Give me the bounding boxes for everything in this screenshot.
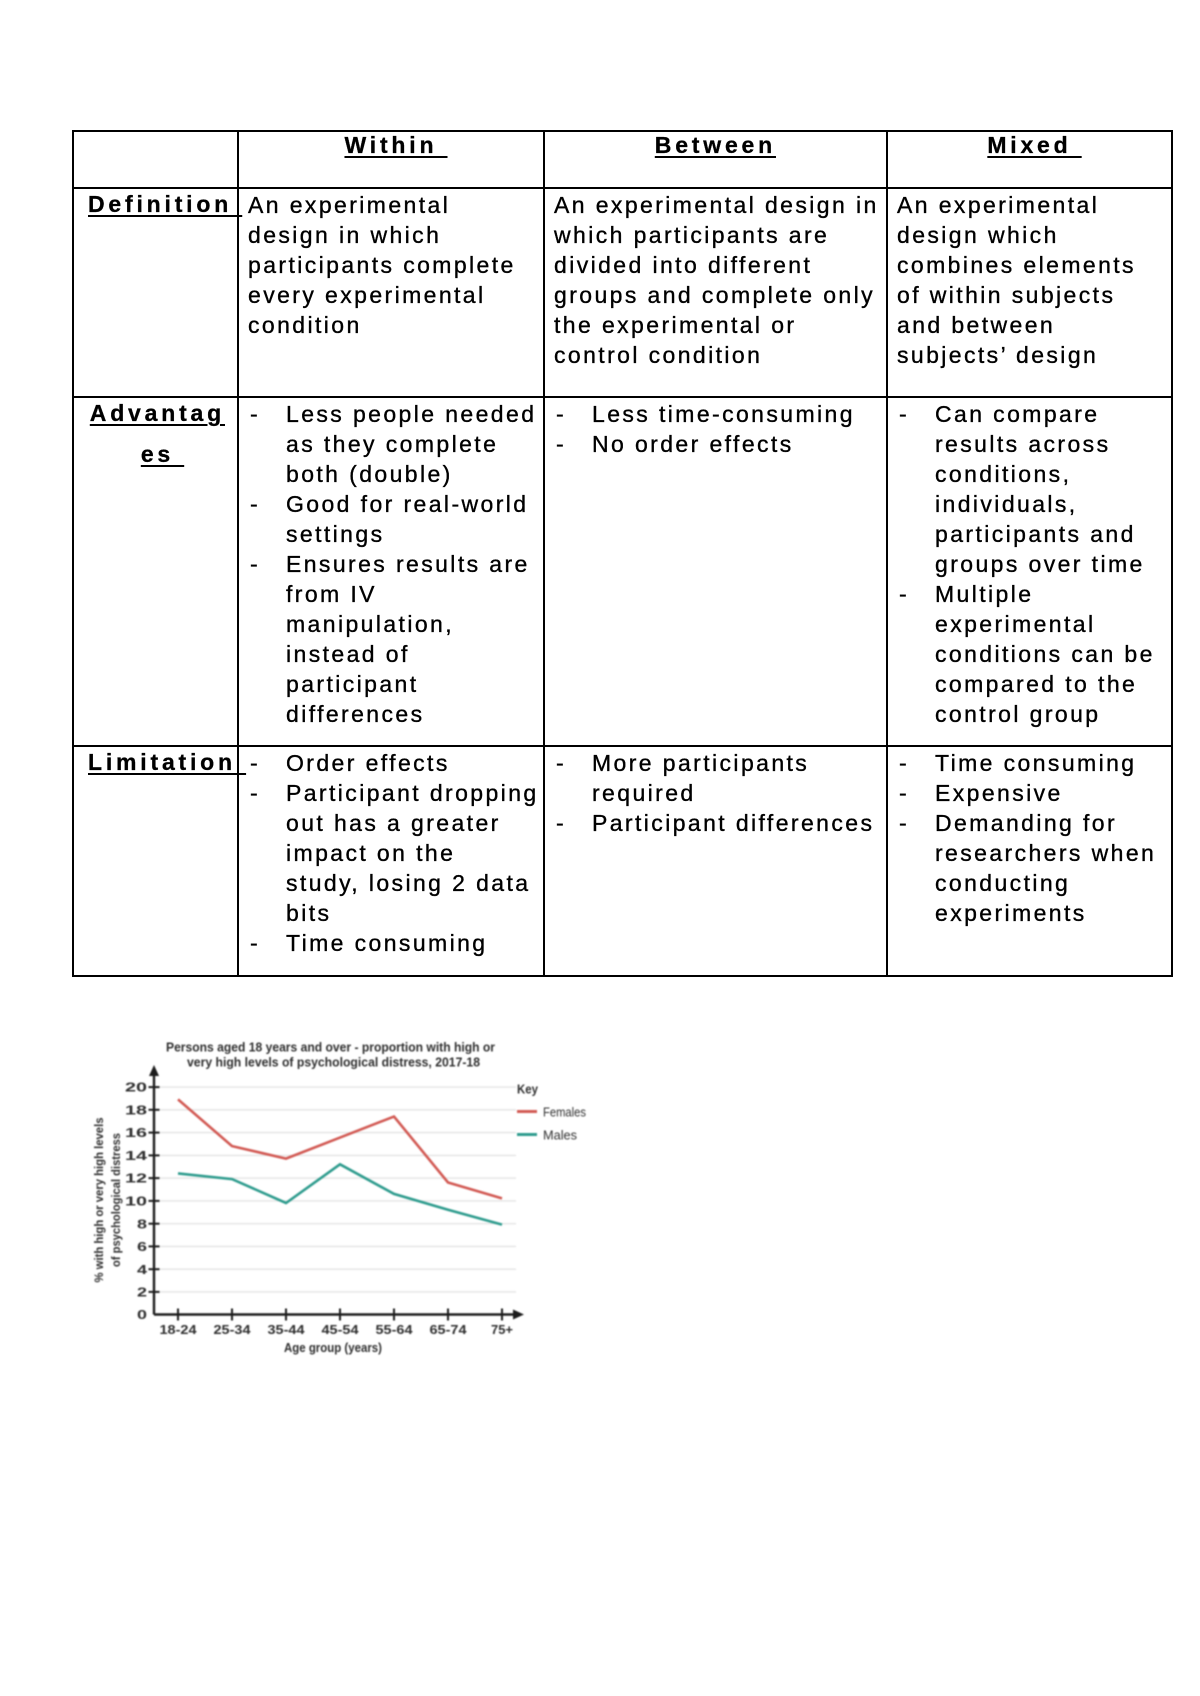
- svg-text:18-24: 18-24: [160, 1322, 198, 1337]
- svg-text:6: 6: [137, 1239, 147, 1254]
- svg-text:75+: 75+: [491, 1322, 513, 1337]
- svg-text:Males: Males: [543, 1128, 577, 1143]
- svg-text:18: 18: [125, 1102, 147, 1117]
- svg-text:25-34: 25-34: [214, 1322, 252, 1337]
- svg-text:4: 4: [137, 1262, 148, 1277]
- svg-text:very high levels of psychologi: very high levels of psychological distre…: [187, 1054, 480, 1069]
- svg-text:14: 14: [125, 1148, 148, 1163]
- svg-text:35-44: 35-44: [268, 1322, 306, 1337]
- svg-text:Key: Key: [517, 1081, 539, 1096]
- svg-text:Persons aged 18 years and over: Persons aged 18 years and over - proport…: [166, 1040, 495, 1055]
- svg-text:2: 2: [137, 1285, 147, 1300]
- svg-text:20: 20: [125, 1080, 147, 1095]
- svg-text:16: 16: [125, 1125, 147, 1140]
- svg-text:45-54: 45-54: [322, 1322, 360, 1337]
- svg-text:65-74: 65-74: [430, 1322, 468, 1337]
- svg-text:% with high or very high level: % with high or very high levels: [92, 1117, 106, 1282]
- svg-text:12: 12: [125, 1171, 147, 1186]
- svg-text:10: 10: [125, 1194, 147, 1209]
- svg-text:55-64: 55-64: [376, 1322, 414, 1337]
- svg-text:0: 0: [137, 1307, 147, 1322]
- svg-text:of psychological distress: of psychological distress: [109, 1133, 123, 1267]
- svg-text:Age group (years): Age group (years): [284, 1340, 382, 1355]
- svg-text:Females: Females: [543, 1105, 586, 1120]
- svg-text:8: 8: [137, 1216, 147, 1231]
